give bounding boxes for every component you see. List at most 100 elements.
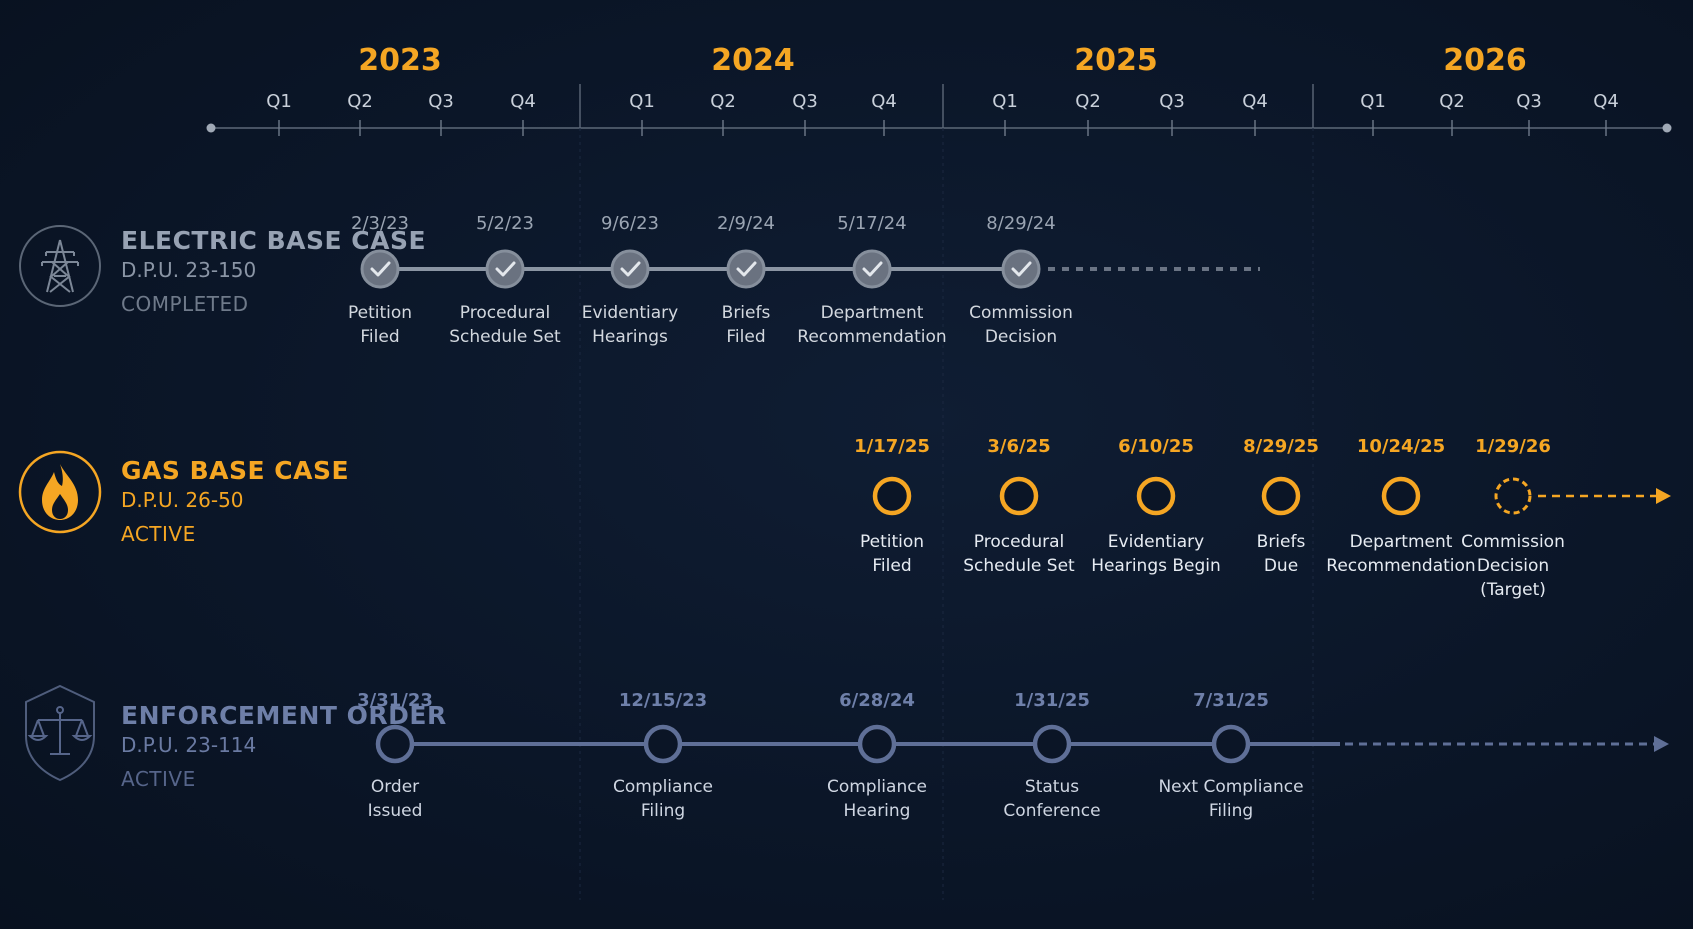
milestone-node <box>857 724 897 764</box>
milestone-date: 10/24/25 <box>1357 436 1445 457</box>
milestone-label: Hearings Begin <box>1091 556 1221 576</box>
milestone-label: Filing <box>1209 801 1253 821</box>
milestone-label: Evidentiary <box>582 303 678 323</box>
milestone-electric-6[interactable]: 8/29/24 Commission Decision <box>969 213 1073 347</box>
case-rows: 2/3/23 Petition Filed 5/2/23 Procedural Sched… <box>326 213 1671 821</box>
milestone-date: 3/6/25 <box>987 436 1050 457</box>
milestone-node <box>1136 476 1176 516</box>
quarter-label: Q1 <box>1360 91 1386 112</box>
milestone-node <box>643 724 683 764</box>
milestone-label: Briefs <box>1257 532 1306 552</box>
milestone-node <box>852 249 892 289</box>
milestone-gas-4[interactable]: 8/29/25 Briefs Due <box>1243 436 1319 576</box>
year-label: 2025 <box>1074 43 1158 78</box>
milestone-label: Decision <box>985 327 1057 347</box>
quarter-label: Q3 <box>792 91 818 112</box>
milestone-date: 12/15/23 <box>619 690 707 711</box>
quarter-label: Q3 <box>1516 91 1542 112</box>
case-label-gas: GAS BASE CASE D.P.U. 26-50 ACTIVE <box>121 456 351 546</box>
milestone-label: Filed <box>360 327 399 347</box>
milestone-enforcement-4[interactable]: 1/31/25 Status Conference <box>1003 690 1100 821</box>
milestone-label: Compliance <box>827 777 927 797</box>
check-icon <box>370 261 391 277</box>
milestone-node <box>726 249 766 289</box>
check-icon <box>862 261 883 277</box>
case-title: ENFORCEMENT ORDER <box>121 701 447 730</box>
milestone-enforcement-5[interactable]: 7/31/25 Next Compliance Filing <box>1158 690 1303 821</box>
milestone-label: Briefs <box>722 303 771 323</box>
milestone-gas-3[interactable]: 6/10/25 Evidentiary Hearings Begin <box>1091 436 1221 576</box>
milestone-label: Conference <box>1003 801 1100 821</box>
status-badge: COMPLETED <box>121 292 249 316</box>
milestone-node-target <box>1494 477 1532 515</box>
milestone-date: 6/28/24 <box>839 690 915 711</box>
milestone-date: 1/31/25 <box>1014 690 1090 711</box>
case-docket: D.P.U. 26-50 <box>121 488 244 512</box>
milestone-node <box>375 724 415 764</box>
milestone-node <box>610 249 650 289</box>
milestone-label: Compliance <box>613 777 713 797</box>
quarter-label: Q2 <box>1439 91 1465 112</box>
check-icon <box>736 261 757 277</box>
milestone-gas-6[interactable]: 1/29/26 Commission Decision (Target) <box>1461 436 1565 600</box>
check-icon <box>1011 261 1032 277</box>
milestone-label: Filed <box>872 556 911 576</box>
milestone-label: Status <box>1025 777 1079 797</box>
quarter-label: Q1 <box>266 91 292 112</box>
milestone-electric-4[interactable]: 2/9/24 Briefs Filed <box>717 213 775 347</box>
milestone-label: Commission <box>1461 532 1565 552</box>
year-label: 2026 <box>1443 43 1527 78</box>
milestone-label: Schedule Set <box>963 556 1075 576</box>
milestone-label: Recommendation <box>1326 556 1475 576</box>
year-label: 2024 <box>711 43 795 78</box>
milestone-enforcement-3[interactable]: 6/28/24 Compliance Hearing <box>827 690 927 821</box>
milestone-gas-5[interactable]: 10/24/25 Department Recommendation <box>1326 436 1475 576</box>
milestone-node <box>360 249 400 289</box>
milestone-label: Schedule Set <box>449 327 561 347</box>
case-row-electric: 2/3/23 Petition Filed 5/2/23 Procedural Sched… <box>326 213 1500 347</box>
milestone-label: Issued <box>368 801 423 821</box>
quarter-label: Q4 <box>510 91 536 112</box>
milestone-electric-5[interactable]: 5/17/24 Department Recommendation <box>797 213 946 347</box>
milestone-electric-1[interactable]: 2/3/23 Petition Filed <box>348 213 412 347</box>
milestone-label: Due <box>1264 556 1298 576</box>
milestone-date: 2/9/24 <box>717 213 775 234</box>
milestone-date: 8/29/24 <box>986 213 1055 234</box>
case-docket: D.P.U. 23-114 <box>121 733 257 757</box>
case-title: ELECTRIC BASE CASE <box>121 226 427 255</box>
quarter-label: Q3 <box>428 91 454 112</box>
axis-start-dot <box>206 123 216 133</box>
quarter-label: Q1 <box>629 91 655 112</box>
status-badge: ACTIVE <box>121 767 196 791</box>
milestone-label: Procedural <box>460 303 550 323</box>
milestone-label: Next Compliance <box>1158 777 1303 797</box>
milestone-electric-2[interactable]: 5/2/23 Procedural Schedule Set <box>449 213 561 347</box>
milestone-label: Filing <box>641 801 685 821</box>
arrow-head-icon <box>1656 488 1671 504</box>
milestone-date: 3/31/23 <box>357 690 433 711</box>
timeline-axis: 2023 Q1 Q2 Q3 Q4 2024 Q1 Q2 Q3 Q4 2025 Q1 Q2 Q3 Q4 2026… <box>206 43 1672 900</box>
milestone-label: Filed <box>726 327 765 347</box>
milestone-node <box>1211 724 1251 764</box>
quarter-label: Q1 <box>992 91 1018 112</box>
quarter-label: Q2 <box>1075 91 1101 112</box>
status-badge: ACTIVE <box>121 522 196 546</box>
milestone-gas-1[interactable]: 1/17/25 Petition Filed <box>854 436 930 576</box>
milestone-enforcement-2[interactable]: 12/15/23 Compliance Filing <box>613 690 713 821</box>
milestone-label: Order <box>371 777 419 797</box>
milestone-node <box>999 476 1039 516</box>
milestone-date: 5/2/23 <box>476 213 534 234</box>
milestone-electric-3[interactable]: 9/6/23 Evidentiary Hearings <box>582 213 678 347</box>
quarter-label: Q4 <box>871 91 897 112</box>
milestone-label: (Target) <box>1480 580 1546 600</box>
milestone-date: 6/10/25 <box>1118 436 1194 457</box>
milestone-enforcement-1[interactable]: 3/31/23 Order Issued <box>357 690 433 821</box>
case-row-enforcement: 3/31/23 Order Issued 12/15/23 Compliance Fili… <box>340 690 1669 821</box>
milestone-gas-2[interactable]: 3/6/25 Procedural Schedule Set <box>963 436 1075 576</box>
milestone-date: 1/29/26 <box>1475 436 1551 457</box>
case-label-electric: ELECTRIC BASE CASE D.P.U. 23-150 COMPLET… <box>121 226 427 316</box>
milestone-date: 9/6/23 <box>601 213 659 234</box>
milestone-label: Petition <box>348 303 412 323</box>
